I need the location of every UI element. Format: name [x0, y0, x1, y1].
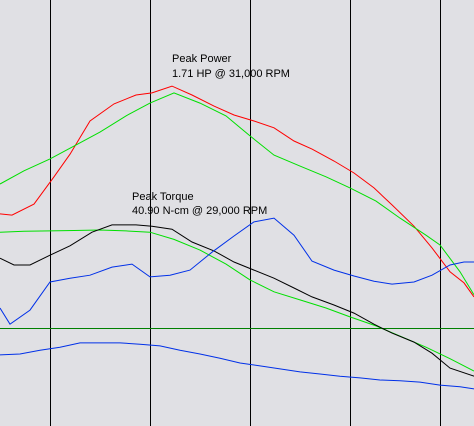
- series-line-4: [0, 224, 474, 377]
- series-line-5: [0, 217, 474, 325]
- peak-torque-title: Peak Torque: [132, 191, 194, 203]
- series-group: [0, 85, 474, 390]
- series-line-1: [0, 85, 474, 298]
- series-line-6: [0, 342, 474, 390]
- peak-torque-value: 40.90 N-cm @ 29,000 RPM: [132, 205, 267, 217]
- peak-power-title: Peak Power: [172, 53, 232, 65]
- gridlines: [50, 0, 441, 426]
- series-line-2: [0, 92, 474, 296]
- series-line-3: [0, 229, 474, 372]
- peak-power-value: 1.71 HP @ 31,000 RPM: [172, 68, 290, 80]
